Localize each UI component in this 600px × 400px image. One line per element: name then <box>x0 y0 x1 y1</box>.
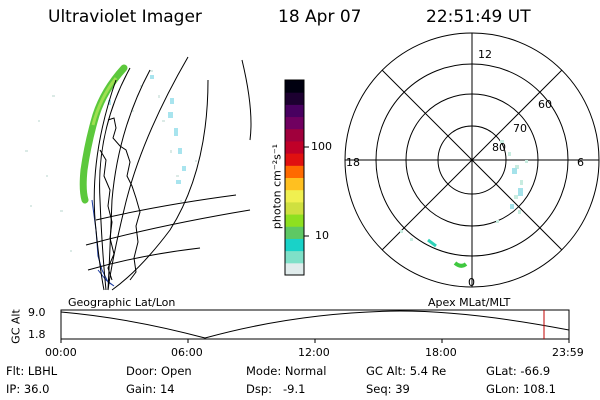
timeline-xtick-2359: 23:59 <box>552 346 584 359</box>
colorbar-cell <box>285 214 304 227</box>
map-cyan-patches <box>108 75 186 184</box>
timeline-xtick-1200: 12:00 <box>298 346 330 359</box>
map-auroral-arc <box>79 64 128 204</box>
colorbar-cell <box>285 201 304 215</box>
lat-label-80: 80 <box>492 141 506 154</box>
colorbar-cell <box>285 262 304 276</box>
colorbar-cell <box>285 250 304 264</box>
colorbar-cell <box>285 238 304 252</box>
timeline-ticks <box>60 339 570 343</box>
timeline-ytick-high: 9.0 <box>28 306 46 319</box>
colorbar-cell <box>285 153 304 166</box>
status-gc-altitude: GC Alt: 5.4 Re <box>366 364 447 378</box>
instrument-title: Ultraviolet Imager <box>48 7 202 27</box>
timeline-ylabel: GC Alt <box>9 309 23 344</box>
polar-diagonal-2 <box>381 69 563 251</box>
map-coastline <box>107 117 141 281</box>
colorbar-cell <box>285 165 304 178</box>
mlt-label-6: 6 <box>577 156 584 169</box>
colorbar-cell <box>285 80 304 93</box>
map-coastline-2 <box>99 149 115 281</box>
map-auroral-arc-highlight <box>91 77 118 126</box>
status-glat: GLat: -66.9 <box>486 364 551 378</box>
colorbar-unit-label: photon cm⁻²s⁻¹ <box>270 143 284 230</box>
time-label: 22:51:49 UT <box>426 7 531 27</box>
status-gain: Gain: 14 <box>126 382 175 396</box>
map-graticule <box>85 56 252 291</box>
status-glon: GLon: 108.1 <box>486 382 556 396</box>
altitude-curve <box>60 310 570 339</box>
status-sequence: Seq: 39 <box>366 382 410 396</box>
lat-label-70: 70 <box>513 122 527 135</box>
timeline-ytick-low: 1.8 <box>28 328 46 341</box>
colorbar-cell <box>285 128 304 142</box>
polar-emission <box>400 140 528 268</box>
lat-label-60: 60 <box>538 98 552 111</box>
status-filter: Flt: LBHL <box>6 364 58 378</box>
colorbar-label-10: 10 <box>315 229 329 242</box>
timeline-frame <box>60 309 570 340</box>
timeline-plot <box>60 309 570 343</box>
colorbar-frame <box>284 79 305 276</box>
colorbar-cell <box>285 226 304 239</box>
colorbar-gradient <box>285 80 304 276</box>
colorbar-cell <box>285 177 304 191</box>
polar-plot <box>344 32 600 288</box>
status-mode: Mode: Normal <box>246 364 327 378</box>
map-projection-label: Geographic Lat/Lon <box>68 296 176 309</box>
timeline-xtick-1800: 18:00 <box>425 346 457 359</box>
colorbar-cell <box>285 116 304 130</box>
map-diffuse-emission <box>25 70 197 252</box>
mlt-label-18: 18 <box>346 156 360 169</box>
colorbar-cell <box>285 189 304 203</box>
polar-cyan-arc <box>427 238 437 248</box>
timeline-xtick-0600: 06:00 <box>171 346 203 359</box>
colorbar-cell <box>285 104 304 118</box>
colorbar-label-100: 100 <box>311 140 332 153</box>
colorbar-cell <box>285 92 304 105</box>
status-dsp: Dsp: -9.1 <box>246 382 306 396</box>
mlt-label-0: 0 <box>468 276 475 289</box>
geographic-map-panel <box>25 56 252 291</box>
polar-coordinate-label: Apex MLat/MLT <box>428 296 511 309</box>
status-ip: IP: 36.0 <box>6 382 50 396</box>
mlt-label-12: 12 <box>478 48 492 61</box>
colorbar-cell <box>285 140 304 154</box>
date-label: 18 Apr 07 <box>278 7 362 27</box>
status-door: Door: Open <box>126 364 192 378</box>
colorbar <box>284 79 309 276</box>
timeline-xtick-0000: 00:00 <box>45 346 77 359</box>
polar-green-arc <box>453 261 468 268</box>
